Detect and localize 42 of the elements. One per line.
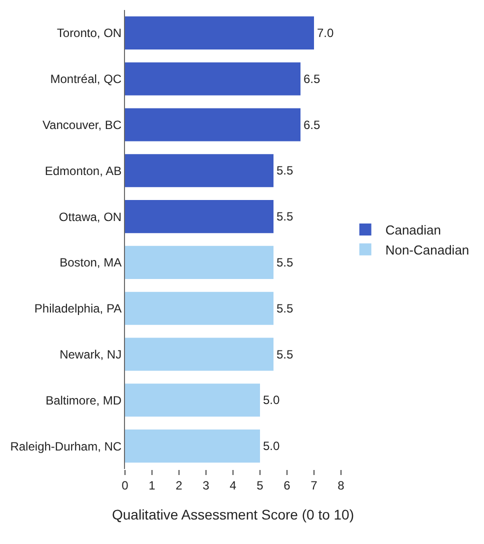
y-tick-label: Newark, NJ [60,347,122,362]
y-tick-label: Edmonton, AB [44,164,122,178]
data-label: 5.5 [276,164,294,178]
data-label: 5.5 [276,347,294,362]
x-tick-label: 2 [176,478,183,492]
bar [125,200,274,234]
x-tick-label: 8 [338,478,345,492]
bar [125,62,300,96]
y-tick-label: Ottawa, ON [58,210,122,224]
data-label: 6.5 [304,72,321,86]
bar [125,430,260,463]
bar [125,292,274,325]
data-label: 5.5 [276,210,294,224]
x-tick-label: 1 [148,478,156,492]
x-tick-label: 7 [310,478,318,492]
data-label: 5.5 [276,255,294,270]
bar [125,16,314,50]
x-tick-label: 3 [202,478,210,492]
y-tick-label: Toronto, ON [56,26,122,40]
y-tick-label: Philadelphia, PA [34,302,122,316]
bar [125,338,274,371]
bar [125,108,300,142]
y-tick-label: Baltimore, MD [46,393,122,408]
data-label: 5.0 [263,439,280,454]
y-tick-label: Boston, MA [60,256,122,270]
data-label: 7.0 [317,26,334,40]
legend-label: Non-Canadian [385,242,470,258]
x-tick-label: 4 [230,478,237,492]
data-label: 6.5 [304,118,321,132]
bar [125,154,274,188]
x-tick-label: 5 [256,478,264,492]
y-tick-label: Raleigh-Durham, NC [10,439,122,454]
legend-label: Canadian [385,222,441,238]
x-axis-title: Qualitative Assessment Score (0 to 10) [112,506,354,523]
x-tick-label: 6 [284,478,291,492]
y-tick-label: Vancouver, BC [42,118,122,132]
y-tick-label: Montréal, QC [50,72,122,86]
x-tick-label: 0 [122,478,129,492]
bar [125,384,260,417]
data-label: 5.0 [263,393,280,408]
data-label: 5.5 [276,301,294,316]
bar [125,246,274,279]
